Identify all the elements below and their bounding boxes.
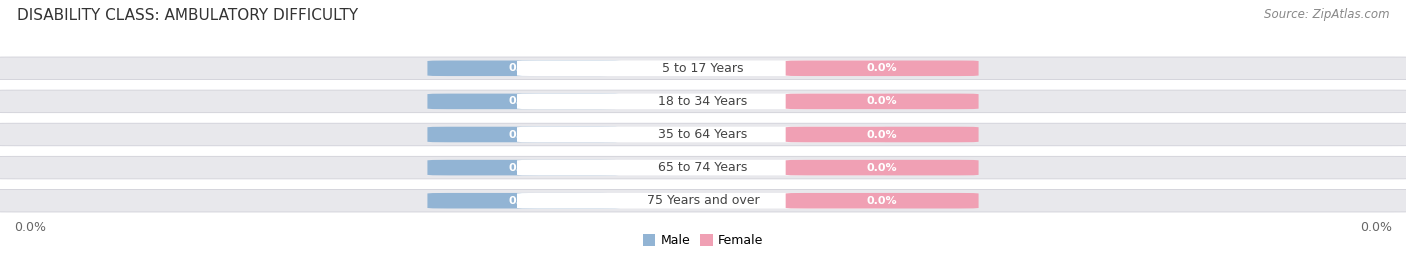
FancyBboxPatch shape (0, 123, 1406, 146)
Text: Source: ZipAtlas.com: Source: ZipAtlas.com (1264, 8, 1389, 21)
Text: 0.0%: 0.0% (1360, 221, 1392, 233)
FancyBboxPatch shape (0, 189, 1406, 212)
FancyBboxPatch shape (517, 193, 889, 208)
Text: 0.0%: 0.0% (509, 162, 538, 173)
Text: 65 to 74 Years: 65 to 74 Years (658, 161, 748, 174)
Text: 0.0%: 0.0% (509, 196, 538, 206)
FancyBboxPatch shape (786, 160, 979, 175)
FancyBboxPatch shape (786, 94, 979, 109)
FancyBboxPatch shape (0, 57, 1406, 80)
Text: 5 to 17 Years: 5 to 17 Years (662, 62, 744, 75)
FancyBboxPatch shape (427, 127, 620, 142)
FancyBboxPatch shape (427, 94, 620, 109)
Text: 0.0%: 0.0% (509, 63, 538, 73)
Text: 75 Years and over: 75 Years and over (647, 194, 759, 207)
Text: 0.0%: 0.0% (868, 196, 897, 206)
FancyBboxPatch shape (517, 61, 889, 76)
Text: 0.0%: 0.0% (868, 162, 897, 173)
Text: 18 to 34 Years: 18 to 34 Years (658, 95, 748, 108)
FancyBboxPatch shape (0, 156, 1406, 179)
FancyBboxPatch shape (786, 61, 979, 76)
Legend: Male, Female: Male, Female (638, 229, 768, 252)
Text: 0.0%: 0.0% (868, 129, 897, 140)
FancyBboxPatch shape (786, 127, 979, 142)
FancyBboxPatch shape (0, 90, 1406, 113)
Text: 0.0%: 0.0% (509, 96, 538, 107)
FancyBboxPatch shape (427, 193, 620, 208)
Text: 0.0%: 0.0% (868, 96, 897, 107)
FancyBboxPatch shape (517, 94, 889, 109)
FancyBboxPatch shape (427, 160, 620, 175)
FancyBboxPatch shape (517, 127, 889, 142)
Text: 0.0%: 0.0% (14, 221, 46, 233)
Text: DISABILITY CLASS: AMBULATORY DIFFICULTY: DISABILITY CLASS: AMBULATORY DIFFICULTY (17, 8, 359, 23)
Text: 0.0%: 0.0% (509, 129, 538, 140)
FancyBboxPatch shape (786, 193, 979, 208)
Text: 35 to 64 Years: 35 to 64 Years (658, 128, 748, 141)
FancyBboxPatch shape (427, 61, 620, 76)
Text: 0.0%: 0.0% (868, 63, 897, 73)
FancyBboxPatch shape (517, 160, 889, 175)
